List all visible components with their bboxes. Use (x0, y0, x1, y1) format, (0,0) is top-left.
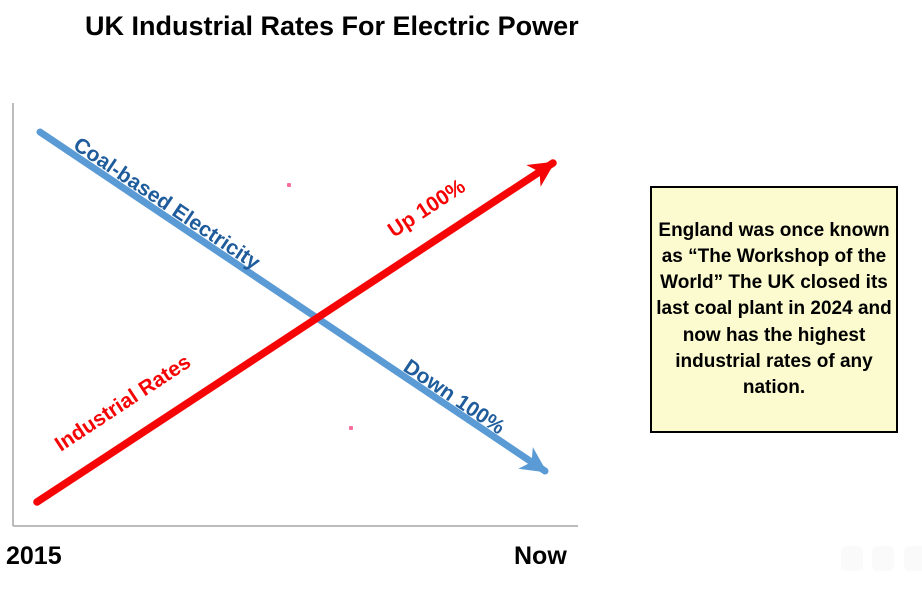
callout-box: England was once known as “The Workshop … (650, 186, 898, 433)
x-axis-label-2015: 2015 (6, 542, 62, 570)
faint-watermark-icon (872, 546, 894, 571)
faint-watermark-icon (904, 546, 922, 571)
coal-electricity-trend-arrow (36, 128, 549, 475)
industrial-rates-trend-arrow (33, 159, 557, 506)
chart-title: UK Industrial Rates For Electric Power (85, 11, 579, 41)
x-axis-label-now: Now (514, 542, 567, 570)
stray-pink-dot (349, 426, 353, 430)
callout-text: England was once known as “The Workshop … (656, 220, 892, 398)
stray-pink-dot (287, 183, 291, 187)
faint-watermark-icon (841, 546, 863, 571)
